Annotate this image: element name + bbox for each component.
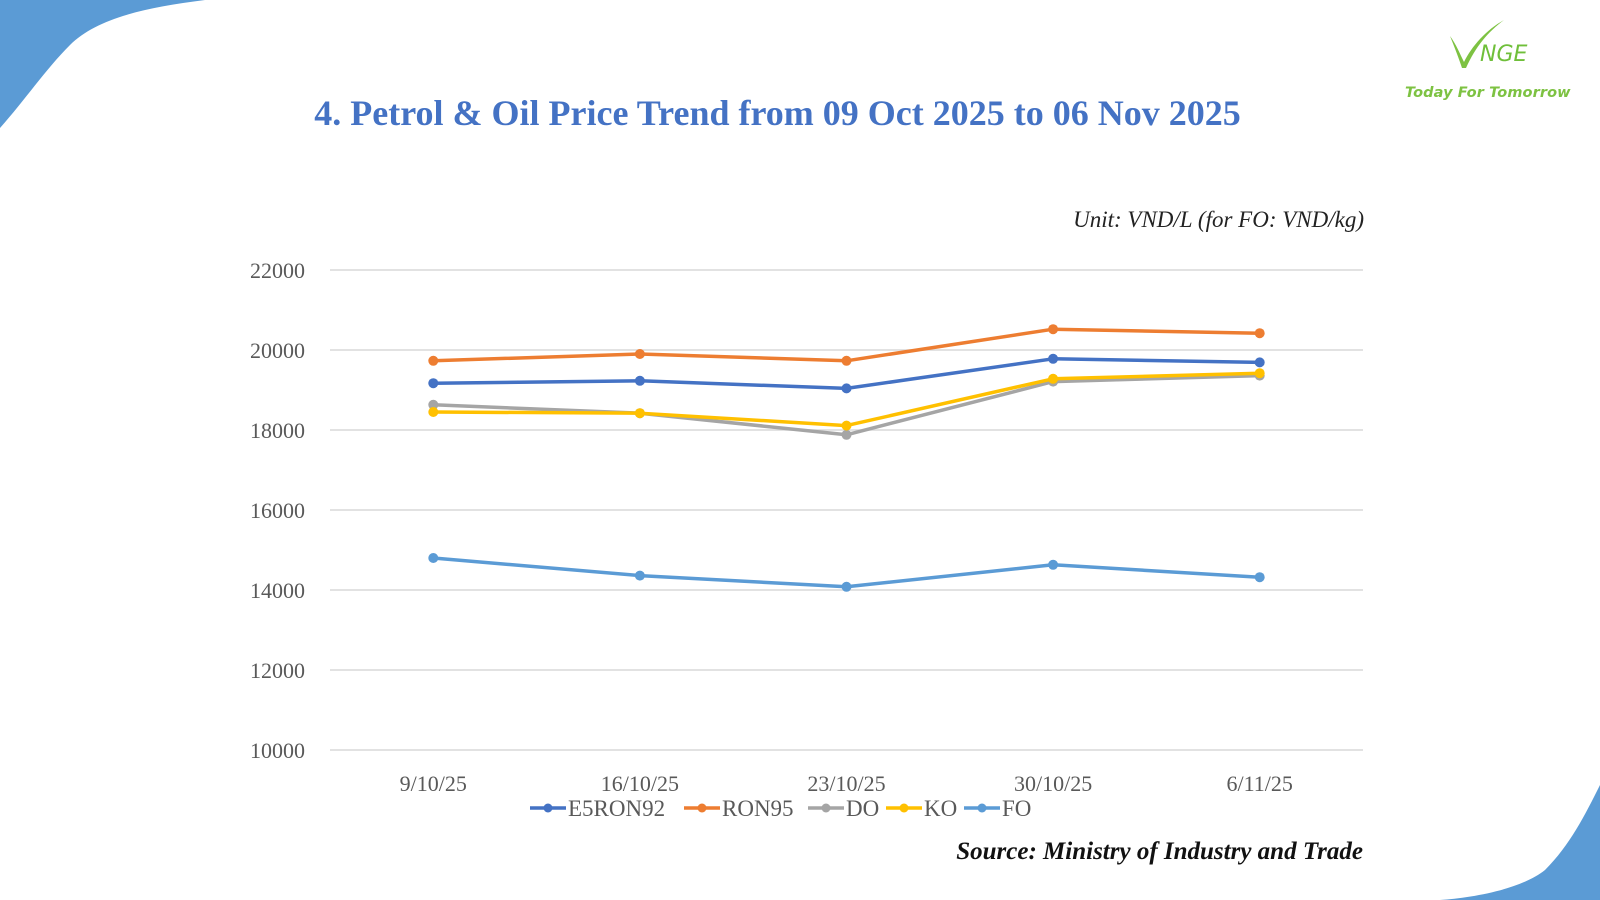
x-tick-label: 16/10/25 [601,771,679,796]
source-note: Source: Ministry of Industry and Trade [956,838,1363,865]
data-point-ron95 [428,355,439,366]
y-tick-label: 22000 [250,258,305,283]
x-tick-label: 9/10/25 [400,771,467,796]
unit-note: Unit: VND/L (for FO: VND/kg) [1073,207,1364,232]
data-point-e5ron92 [841,383,852,394]
logo-name: NGE [1480,42,1528,67]
data-point-e5ron92 [1254,357,1265,368]
y-tick-label: 10000 [250,738,305,763]
x-tick-label: 6/11/25 [1226,771,1292,796]
legend-label: E5RON92 [568,796,665,821]
legend-item-fo: FO [964,796,1031,821]
data-point-e5ron92 [1048,353,1059,364]
legend: E5RON92 RON95 DO KO FO [530,796,1031,821]
gridlines [330,269,1363,751]
data-point-do [841,429,852,440]
data-point-ron95 [634,349,645,359]
legend-marker-ko [899,803,909,813]
top-left-wave-shape [0,0,205,128]
legend-item-e5ron92: E5RON92 [530,796,665,821]
y-tick-label: 14000 [250,578,305,603]
data-point-fo [841,581,852,592]
page-title: 4. Petrol & Oil Price Trend from 09 Oct … [314,93,1241,133]
legend-item-do: DO [808,796,879,821]
legend-label: FO [1002,796,1031,821]
data-point-ko [634,408,645,419]
legend-label: RON95 [722,796,794,821]
data-point-ron95 [1254,328,1265,339]
legend-marker-do [821,803,831,813]
y-tick-label: 16000 [250,498,305,523]
legend-label: DO [846,796,879,821]
data-point-ko [1048,373,1059,384]
logo-tagline: Today For Tomorrow [1405,85,1571,101]
legend-marker-e5ron92 [543,803,553,813]
y-axis-ticks: 10000 12000 14000 16000 18000 20000 22000 [250,258,305,763]
y-tick-label: 12000 [250,658,305,683]
data-point-ron95 [1048,324,1059,335]
bottom-right-wave-shape [1440,785,1600,900]
vnge-logo: NGE Today For Tomorrow [1400,18,1600,108]
data-point-e5ron92 [428,378,439,389]
data-point-ko [428,407,439,417]
data-point-fo [428,553,439,563]
series-lines [428,324,1265,592]
data-point-fo [1048,559,1059,570]
data-point-fo [634,570,645,581]
series-ron95 [428,324,1265,366]
x-tick-label: 23/10/25 [807,771,885,796]
data-point-ko [1254,368,1265,379]
legend-marker-ron95 [697,803,707,813]
series-e5ron92 [428,353,1265,394]
legend-marker-fo [977,803,987,813]
legend-item-ko: KO [886,796,957,821]
series-ko [428,368,1265,431]
y-tick-label: 20000 [250,338,305,363]
logo-checkmark-icon [1450,20,1504,68]
data-point-fo [1254,572,1265,583]
legend-item-ron95: RON95 [684,796,794,821]
legend-label: KO [924,796,957,821]
data-point-e5ron92 [634,375,645,386]
series-fo [428,553,1265,592]
data-point-do [428,399,439,410]
y-tick-label: 18000 [250,418,305,443]
x-tick-label: 30/10/25 [1014,771,1092,796]
x-axis-ticks: 9/10/25 16/10/25 23/10/25 30/10/25 6/11/25 [400,771,1293,796]
data-point-ron95 [841,355,852,366]
data-point-ko [841,420,852,431]
